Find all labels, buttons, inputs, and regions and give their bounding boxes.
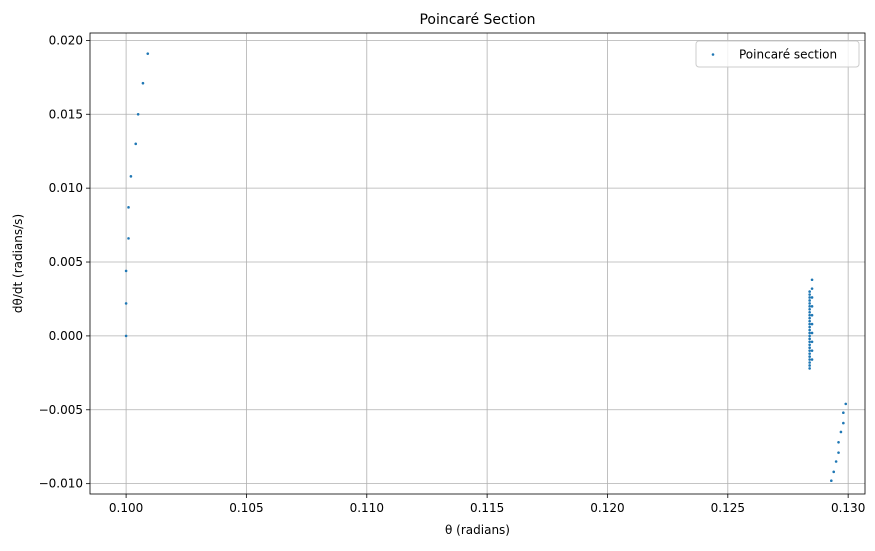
data-point <box>810 340 814 344</box>
data-points <box>124 52 848 483</box>
data-point <box>808 361 811 364</box>
legend: Poincaré section <box>695 40 860 68</box>
x-tick-label: 0.110 <box>350 501 384 515</box>
data-point <box>141 81 145 85</box>
data-point <box>808 305 811 308</box>
data-point <box>808 316 811 320</box>
data-point <box>808 352 811 355</box>
axis-ticks: 0.100 0.105 0.110 0.115 0.120 0.125 0.130 −0.01… <box>39 33 866 515</box>
y-tick-label: 0.000 <box>49 329 83 343</box>
data-point <box>810 322 814 326</box>
y-tick-label: −0.005 <box>39 403 83 417</box>
data-point <box>808 319 811 323</box>
data-point <box>810 358 814 361</box>
data-point <box>808 290 811 293</box>
legend-label: Poincaré section <box>739 48 837 62</box>
data-point <box>830 479 833 483</box>
data-point <box>127 206 130 209</box>
y-tick-label: 0.010 <box>49 181 83 195</box>
legend-box <box>695 40 860 68</box>
x-tick-label: 0.130 <box>831 501 865 515</box>
grid-lines <box>90 33 865 494</box>
data-point <box>832 470 836 474</box>
data-point <box>808 322 811 326</box>
plot-frame <box>89 32 866 495</box>
data-point <box>146 52 150 55</box>
x-tick-label: 0.100 <box>109 501 143 515</box>
data-point <box>837 440 840 444</box>
data-point <box>839 430 843 434</box>
data-point <box>808 364 811 367</box>
data-point <box>808 343 811 347</box>
data-point <box>136 112 140 116</box>
data-point <box>808 328 811 332</box>
y-tick-label: −0.010 <box>39 477 83 491</box>
data-point <box>810 349 814 352</box>
data-point <box>808 331 811 335</box>
data-point <box>810 287 814 290</box>
y-tick-label: 0.020 <box>49 33 83 47</box>
data-point <box>810 313 814 317</box>
data-point <box>808 325 811 329</box>
data-point <box>834 460 838 463</box>
data-point <box>808 346 811 350</box>
data-point <box>124 334 128 338</box>
data-point <box>808 302 811 305</box>
y-axis-label: dθ/dt (radians/s) <box>11 214 25 313</box>
data-point <box>810 278 814 282</box>
data-point <box>808 349 811 352</box>
data-point <box>808 293 811 296</box>
data-point <box>808 308 811 311</box>
data-point <box>810 331 814 335</box>
y-tick-label: 0.005 <box>49 255 83 269</box>
data-point <box>808 340 811 344</box>
data-point <box>844 402 848 406</box>
data-point <box>134 142 138 146</box>
legend-marker <box>711 53 715 56</box>
data-point <box>808 337 811 341</box>
data-point <box>808 358 811 361</box>
data-point <box>808 296 811 299</box>
data-point <box>808 299 811 302</box>
x-tick-label: 0.120 <box>590 501 624 515</box>
data-point <box>808 355 811 358</box>
data-point <box>808 310 811 314</box>
data-point <box>124 269 128 273</box>
data-point <box>842 421 845 425</box>
x-tick-label: 0.115 <box>470 501 504 515</box>
data-point <box>808 313 811 317</box>
x-axis-label: θ (radians) <box>445 523 510 537</box>
data-point <box>808 367 811 370</box>
chart-title: Poincaré Section <box>419 12 535 28</box>
x-tick-label: 0.125 <box>711 501 745 515</box>
data-point <box>837 451 840 454</box>
data-point <box>808 334 811 338</box>
data-point <box>124 302 128 305</box>
data-point <box>810 296 814 299</box>
data-point <box>810 305 814 308</box>
data-point <box>127 237 130 240</box>
x-tick-label: 0.105 <box>229 501 263 515</box>
data-point <box>129 175 133 178</box>
y-tick-label: 0.015 <box>49 107 83 121</box>
data-point <box>842 411 845 415</box>
